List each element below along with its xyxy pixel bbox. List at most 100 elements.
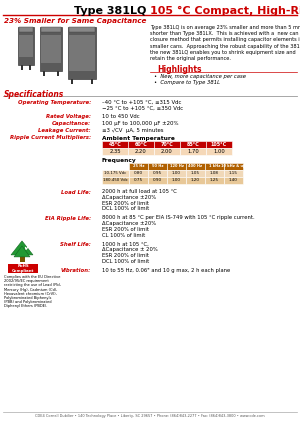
Text: 85°C: 85°C (187, 142, 200, 147)
Text: −25 °C to +105 °C, ≥350 Vdc: −25 °C to +105 °C, ≥350 Vdc (102, 106, 183, 111)
Text: 400 Hz: 400 Hz (188, 164, 203, 168)
Bar (69, 27, 95, 32)
Text: ΔCapacitance ±20%: ΔCapacitance ±20% (102, 221, 156, 226)
Bar (224, 170, 243, 176)
Text: 105 °C Compact, High-Ripple Snap-in: 105 °C Compact, High-Ripple Snap-in (150, 6, 300, 16)
Text: 1.00: 1.00 (213, 148, 225, 153)
Bar (19, 35, 33, 57)
Text: Leakage Current:: Leakage Current: (38, 128, 91, 133)
Text: 10 to 55 Hz, 0.06" and 10 g max, 2 h each plane: 10 to 55 Hz, 0.06" and 10 g max, 2 h eac… (102, 268, 230, 272)
Bar (57, 71, 59, 76)
Text: Rated Voltage:: Rated Voltage: (46, 114, 91, 119)
Bar (102, 176, 129, 184)
Bar (224, 162, 243, 170)
Text: Capacitance:: Capacitance: (52, 121, 91, 126)
Bar (205, 162, 224, 170)
Bar (167, 176, 186, 184)
Bar (167, 162, 186, 170)
Bar (167, 170, 186, 176)
Text: Type 381LQ: Type 381LQ (74, 6, 150, 16)
Text: ESR 200% of limit: ESR 200% of limit (102, 227, 149, 232)
Text: 70°C: 70°C (160, 142, 173, 147)
Text: ✓: ✓ (22, 241, 32, 255)
Text: 1.05: 1.05 (191, 171, 200, 175)
Bar (40, 27, 62, 71)
Text: Type 381LQ is on average 23% smaller and more than 5 mm: Type 381LQ is on average 23% smaller and… (150, 25, 300, 30)
Bar (21, 65, 23, 70)
Text: Specifications: Specifications (4, 90, 64, 99)
Bar (129, 170, 148, 176)
Bar (102, 147, 128, 155)
Text: 1.15: 1.15 (229, 171, 238, 175)
Text: 2000 h at full load at 105 °C: 2000 h at full load at 105 °C (102, 189, 177, 194)
Bar (18, 27, 34, 65)
Bar (148, 170, 167, 176)
Text: 0.75: 0.75 (134, 178, 143, 182)
Text: 180-450 Vdc: 180-450 Vdc (103, 178, 128, 182)
Text: 1.00: 1.00 (172, 178, 181, 182)
Text: 60°C: 60°C (135, 142, 147, 147)
Text: Polybrominated Biphenyls: Polybrominated Biphenyls (4, 296, 51, 300)
Text: 105°C: 105°C (211, 142, 227, 147)
Bar (29, 65, 31, 70)
Text: Load Life:: Load Life: (61, 190, 91, 195)
Text: smaller cans.  Approaching the robust capability of the 381L,: smaller cans. Approaching the robust cap… (150, 44, 300, 48)
Text: Diphenyl Ethers (PBDE).: Diphenyl Ethers (PBDE). (4, 304, 47, 308)
Bar (206, 147, 232, 155)
Bar (186, 176, 205, 184)
Bar (43, 71, 45, 76)
Text: 25 Hz: 25 Hz (133, 164, 144, 168)
Bar (186, 162, 205, 170)
Text: 10-175 Vdc: 10-175 Vdc (104, 171, 127, 175)
Text: 0.80: 0.80 (134, 171, 143, 175)
Text: 0.90: 0.90 (153, 178, 162, 182)
Text: 1.08: 1.08 (210, 171, 219, 175)
Text: 0.95: 0.95 (153, 171, 162, 175)
Bar (91, 79, 93, 84)
Text: ESR 200% of limit: ESR 200% of limit (102, 253, 149, 258)
Text: Highlights: Highlights (158, 65, 202, 74)
Bar (180, 141, 206, 147)
Polygon shape (14, 246, 30, 257)
Text: Hexavalent chromium (CrVI),: Hexavalent chromium (CrVI), (4, 292, 57, 296)
Text: Operating Temperature:: Operating Temperature: (18, 100, 91, 105)
Text: ESR 200% of limit: ESR 200% of limit (102, 201, 149, 206)
Text: 10 to 450 Vdc: 10 to 450 Vdc (102, 114, 140, 119)
Text: –40 °C to +105 °C, ≤315 Vdc: –40 °C to +105 °C, ≤315 Vdc (102, 100, 182, 105)
Bar (154, 141, 180, 147)
Text: 1.70: 1.70 (187, 148, 199, 153)
Text: DCL 100% of limit: DCL 100% of limit (102, 259, 149, 264)
Bar (205, 176, 224, 184)
Text: 1000 h at 105 °C,: 1000 h at 105 °C, (102, 241, 149, 246)
Bar (154, 147, 180, 155)
Text: EIA Ripple Life:: EIA Ripple Life: (45, 216, 91, 221)
Text: the new 381LQ enables you to shrink equipment size and: the new 381LQ enables you to shrink equi… (150, 50, 296, 55)
Text: DCL 100% of limit: DCL 100% of limit (102, 207, 149, 211)
Bar (128, 147, 154, 155)
Bar (71, 79, 73, 84)
Text: CL 100% of limit: CL 100% of limit (102, 232, 145, 238)
Bar (180, 147, 206, 155)
Text: Ambient Temperature: Ambient Temperature (102, 136, 175, 141)
Bar (69, 35, 95, 71)
Text: 2.00: 2.00 (161, 148, 173, 153)
Text: 1 kHz: 1 kHz (209, 164, 220, 168)
Bar (128, 141, 154, 147)
Bar (206, 141, 232, 147)
Text: •  New, more capacitance per case: • New, more capacitance per case (154, 74, 246, 79)
Text: retain the original performance.: retain the original performance. (150, 56, 231, 61)
Bar (41, 35, 61, 63)
Text: 50 Hz: 50 Hz (152, 164, 163, 168)
Bar (102, 141, 128, 147)
Text: Ripple Current Multipliers:: Ripple Current Multipliers: (10, 135, 91, 140)
Text: ≤3 √CV  μA, 5 minutes: ≤3 √CV μA, 5 minutes (102, 128, 164, 133)
Polygon shape (11, 241, 33, 255)
Text: 2002/95/EC requirement: 2002/95/EC requirement (4, 279, 49, 283)
Text: 2.20: 2.20 (135, 148, 147, 153)
Bar (102, 170, 129, 176)
Text: 1.40: 1.40 (229, 178, 238, 182)
Text: CDE4 Cornell Dubilier • 140 Technology Place • Liberty, SC 29657 • Phone: (864)8: CDE4 Cornell Dubilier • 140 Technology P… (35, 414, 265, 418)
Text: 45°C: 45°C (109, 142, 122, 147)
Text: Mercury (Hg), Cadmium (Cd),: Mercury (Hg), Cadmium (Cd), (4, 287, 57, 292)
Text: 100 μF to 100,000 μF ±20%: 100 μF to 100,000 μF ±20% (102, 121, 178, 126)
